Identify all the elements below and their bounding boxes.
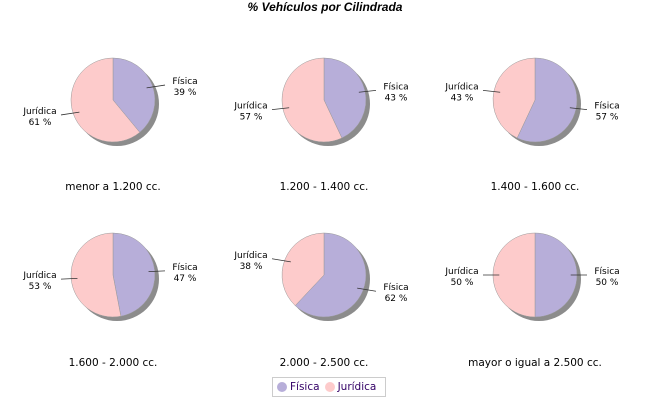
slice-label-name: Física [594,102,619,112]
pie-slice-juridica [70,57,141,143]
leader-line [271,107,290,111]
legend-label: Jurídica [337,381,377,393]
slice-label-value: 57 % [596,113,619,123]
pie-slice-fisica [516,57,578,143]
slice-label-value: 62 % [385,294,408,304]
legend-swatch-fisica [277,382,287,392]
pie-slice-juridica [492,57,536,139]
leader-line [60,277,78,280]
leader-line [482,89,501,93]
legend: Física Jurídica [272,377,387,397]
slice-label-name: Física [383,283,408,293]
leader-line [148,270,166,273]
leader-line [357,287,377,292]
pie-subtitle: mayor o igual a 2.500 cc. [468,357,602,369]
slice-label-name: Jurídica [22,107,56,117]
pie-subtitle: 1.200 - 1.400 cc. [280,181,369,193]
pie-subtitle: 2.000 - 2.500 cc. [280,357,369,369]
slice-label-value: 50 % [596,278,619,288]
pie-subtitle: 1.600 - 2.000 cc. [69,357,158,369]
legend-item-juridica: Jurídica [324,381,377,393]
slice-label-name: Jurídica [233,251,267,261]
slice-label-value: 43 % [385,93,408,103]
pie-slice-fisica [323,57,367,139]
leader-line [569,107,588,111]
chart-title: % Vehículos por Cilindrada [247,0,403,14]
legend-label: Física [290,381,320,393]
slice-label-name: Física [172,77,197,87]
legend-swatch-juridica [324,382,335,392]
leader-line [358,89,377,93]
legend-item-fisica: Física [277,381,320,393]
pie-slice-fisica [294,232,367,318]
leader-line [271,258,291,263]
slice-label-value: 50 % [451,278,474,288]
slice-label-name: Física [172,263,197,273]
pie-slice-juridica [281,57,343,143]
slice-label-name: Jurídica [22,271,56,281]
pie-subtitle: menor a 1.200 cc. [65,181,160,193]
slice-label-name: Jurídica [444,267,478,277]
slice-label-value: 43 % [451,93,474,103]
slice-label-name: Física [383,82,408,92]
pie-slice-juridica [281,232,325,306]
slice-label-value: 53 % [29,282,52,292]
slice-label-name: Jurídica [444,82,478,92]
slice-label-value: 39 % [174,88,197,98]
slice-label-value: 38 % [240,262,263,272]
slice-label-name: Física [594,267,619,277]
slice-label-value: 61 % [29,118,52,128]
leader-line [146,84,166,89]
pie-slice-fisica [112,57,156,133]
leader-line [60,111,80,116]
slice-label-value: 57 % [240,113,263,123]
slice-label-name: Jurídica [233,102,267,112]
pie-subtitle: 1.400 - 1.600 cc. [491,181,580,193]
slice-label-value: 47 % [174,274,197,284]
